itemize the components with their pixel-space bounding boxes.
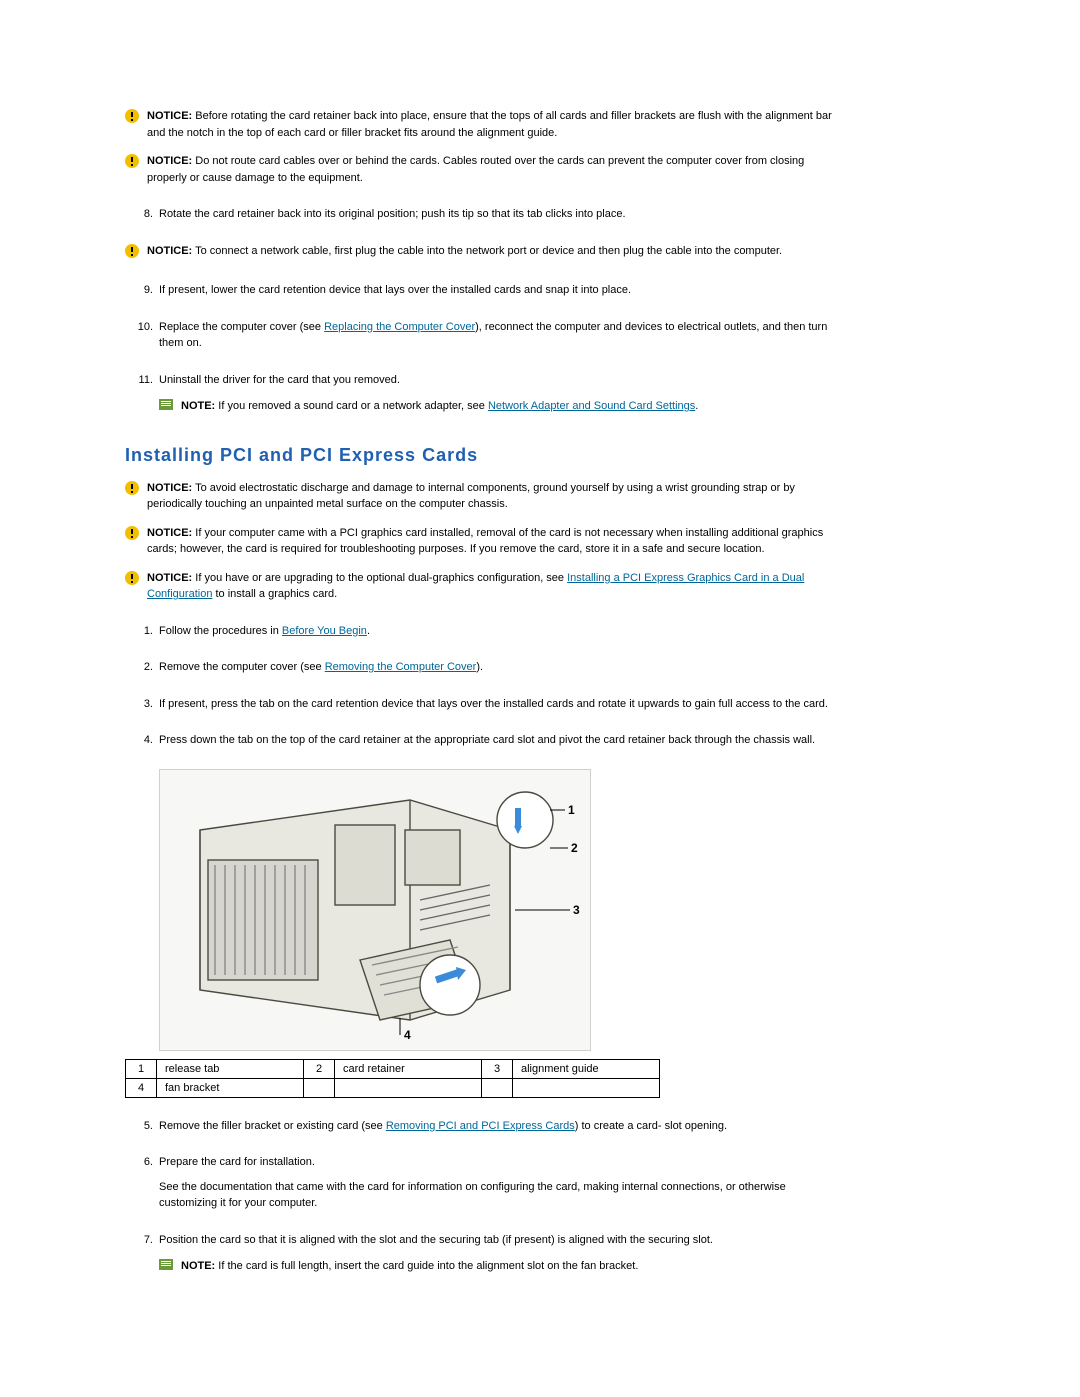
notice-row: NOTICE: To connect a network cable, firs…: [125, 243, 835, 263]
notice-icon: [125, 244, 139, 258]
note-row: NOTE: If you removed a sound card or a n…: [125, 398, 835, 415]
step-body: Prepare the card for installation.: [159, 1156, 315, 1168]
notice-text-pre: If you have or are upgrading to the opti…: [195, 572, 567, 584]
step-11: 11. Uninstall the driver for the card th…: [125, 372, 835, 389]
callout-4-label: 4: [404, 1028, 411, 1042]
step-text-post: ) to create a card- slot opening.: [575, 1120, 727, 1132]
notice-icon: [125, 526, 139, 540]
step-number: 9.: [125, 282, 159, 299]
note-text-pre: If you removed a sound card or a network…: [218, 400, 488, 412]
step-number: 3.: [125, 696, 159, 713]
notice-label: NOTICE:: [147, 110, 192, 122]
step-6: 6. Prepare the card for installation. Se…: [125, 1154, 835, 1212]
step-body: Position the card so that it is aligned …: [159, 1232, 835, 1249]
notice-text: To avoid electrostatic discharge and dam…: [147, 482, 795, 511]
cell-num: 3: [482, 1059, 513, 1078]
step-text-post: .: [367, 625, 370, 637]
step-number: 10.: [125, 319, 159, 352]
cell-label: card retainer: [335, 1059, 482, 1078]
notice-text: Do not route card cables over or behind …: [147, 155, 804, 184]
step-number: 2.: [125, 659, 159, 676]
page-content: NOTICE: Before rotating the card retaine…: [0, 0, 895, 1355]
notice-icon: [125, 154, 139, 168]
step-1: 1. Follow the procedures in Before You B…: [125, 623, 835, 640]
notice-icon: [125, 481, 139, 495]
notice-text: Before rotating the card retainer back i…: [147, 110, 832, 139]
step-body: If present, press the tab on the card re…: [159, 696, 835, 713]
step-number: 1.: [125, 623, 159, 640]
step-7: 7. Position the card so that it is align…: [125, 1232, 835, 1249]
cell-label: [335, 1078, 482, 1097]
step-9: 9. If present, lower the card retention …: [125, 282, 835, 299]
cell-num: 4: [126, 1078, 157, 1097]
note-row: NOTE: If the card is full length, insert…: [125, 1258, 835, 1275]
step-body: Uninstall the driver for the card that y…: [159, 372, 835, 389]
link-before-you-begin[interactable]: Before You Begin: [282, 625, 367, 637]
notice-label: NOTICE:: [147, 527, 192, 539]
note-icon: [159, 399, 173, 410]
notice-row: NOTICE: Do not route card cables over or…: [125, 153, 835, 186]
step-2: 2. Remove the computer cover (see Removi…: [125, 659, 835, 676]
note-text-post: .: [695, 400, 698, 412]
notice-row: NOTICE: If you have or are upgrading to …: [125, 570, 835, 603]
step-text-pre: Remove the filler bracket or existing ca…: [159, 1120, 386, 1132]
step-text-pre: Replace the computer cover (see: [159, 321, 324, 333]
link-removing-pci-cards[interactable]: Removing PCI and PCI Express Cards: [386, 1120, 575, 1132]
diagram-figure: 1 2 3 4: [159, 769, 591, 1051]
callout-table: 1 release tab 2 card retainer 3 alignmen…: [125, 1059, 660, 1098]
notice-label: NOTICE:: [147, 245, 192, 257]
notice-icon: [125, 109, 139, 123]
cell-num: [482, 1078, 513, 1097]
link-replacing-cover[interactable]: Replacing the Computer Cover: [324, 321, 475, 333]
notice-row: NOTICE: If your computer came with a PCI…: [125, 525, 835, 558]
cell-num: 1: [126, 1059, 157, 1078]
cell-label: release tab: [157, 1059, 304, 1078]
step-3: 3. If present, press the tab on the card…: [125, 696, 835, 713]
note-label: NOTE:: [181, 1260, 215, 1272]
note-text: If the card is full length, insert the c…: [218, 1260, 638, 1272]
cell-num: 2: [304, 1059, 335, 1078]
callout-3-label: 3: [573, 903, 580, 917]
callout-1-label: 1: [568, 803, 575, 817]
step-number: 11.: [125, 372, 159, 389]
table-row: 4 fan bracket: [126, 1078, 660, 1097]
notice-text: To connect a network cable, first plug t…: [195, 245, 782, 257]
step-8: 8. Rotate the card retainer back into it…: [125, 206, 835, 223]
cell-label: alignment guide: [513, 1059, 660, 1078]
notice-label: NOTICE:: [147, 572, 192, 584]
cell-label: fan bracket: [157, 1078, 304, 1097]
step-number: 7.: [125, 1232, 159, 1249]
notice-text-post: to install a graphics card.: [212, 588, 337, 600]
cell-label: [513, 1078, 660, 1097]
note-label: NOTE:: [181, 400, 215, 412]
computer-chassis-illustration: [160, 770, 590, 1050]
step-number: 5.: [125, 1118, 159, 1135]
notice-text: If your computer came with a PCI graphic…: [147, 527, 823, 556]
step-number: 4.: [125, 732, 159, 749]
table-row: 1 release tab 2 card retainer 3 alignmen…: [126, 1059, 660, 1078]
notice-icon: [125, 571, 139, 585]
note-icon: [159, 1259, 173, 1270]
step-number: 6.: [125, 1154, 159, 1212]
step-body: If present, lower the card retention dev…: [159, 282, 835, 299]
section-heading: Installing PCI and PCI Express Cards: [125, 445, 835, 466]
step-4: 4. Press down the tab on the top of the …: [125, 732, 835, 749]
step-text-post: ).: [476, 661, 483, 673]
step-subtext: See the documentation that came with the…: [159, 1179, 835, 1212]
callout-2-label: 2: [571, 841, 578, 855]
link-network-sound-settings[interactable]: Network Adapter and Sound Card Settings: [488, 400, 695, 412]
step-body: Rotate the card retainer back into its o…: [159, 206, 835, 223]
step-text-pre: Follow the procedures in: [159, 625, 282, 637]
notice-label: NOTICE:: [147, 482, 192, 494]
step-5: 5. Remove the filler bracket or existing…: [125, 1118, 835, 1135]
notice-label: NOTICE:: [147, 155, 192, 167]
link-removing-cover[interactable]: Removing the Computer Cover: [325, 661, 477, 673]
notice-row: NOTICE: Before rotating the card retaine…: [125, 108, 835, 141]
step-text-pre: Remove the computer cover (see: [159, 661, 325, 673]
step-number: 8.: [125, 206, 159, 223]
notice-row: NOTICE: To avoid electrostatic discharge…: [125, 480, 835, 513]
cell-num: [304, 1078, 335, 1097]
step-body: Press down the tab on the top of the car…: [159, 732, 835, 749]
step-10: 10. Replace the computer cover (see Repl…: [125, 319, 835, 352]
